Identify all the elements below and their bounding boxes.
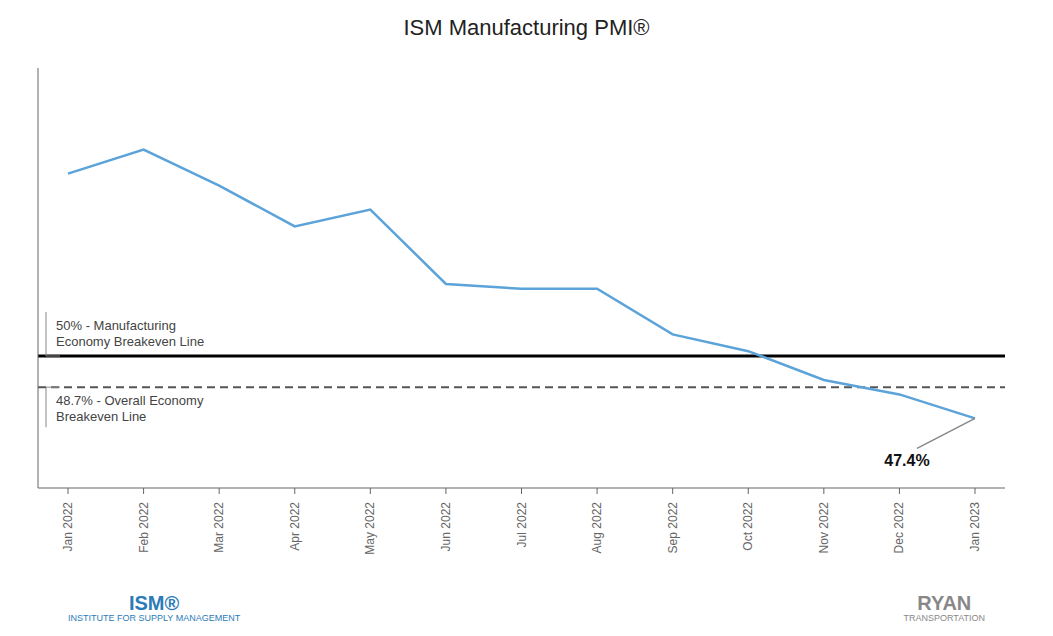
svg-text:May 2022: May 2022	[363, 502, 377, 555]
svg-text:Mar 2022: Mar 2022	[212, 502, 226, 553]
svg-text:50% - Manufacturing: 50% - Manufacturing	[56, 318, 176, 333]
svg-text:Jan 2022: Jan 2022	[61, 502, 75, 552]
svg-text:Feb 2022: Feb 2022	[137, 502, 151, 553]
html-text:ISM Manufacturing PMI®: ISM Manufacturing PMI®	[403, 15, 650, 40]
svg-text:47.4%: 47.4%	[884, 452, 929, 469]
svg-text:Jan 2023: Jan 2023	[968, 502, 982, 552]
svg-text:Economy Breakeven Line: Economy Breakeven Line	[56, 334, 204, 349]
svg-text:Jul 2022: Jul 2022	[515, 502, 529, 548]
html-text:INSTITUTE FOR SUPPLY MANAGEMEN: INSTITUTE FOR SUPPLY MANAGEMENT	[68, 613, 241, 624]
svg-text:Breakeven Line: Breakeven Line	[56, 409, 146, 424]
svg-text:Oct 2022: Oct 2022	[741, 502, 755, 551]
html-text:ISM®: ISM®	[128, 592, 180, 615]
html-text:RYAN: RYAN	[917, 592, 972, 615]
svg-text:Nov 2022: Nov 2022	[817, 502, 831, 554]
svg-text:48.7% - Overall Economy: 48.7% - Overall Economy	[56, 393, 204, 408]
svg-text:Apr 2022: Apr 2022	[288, 502, 302, 551]
html-text:TRANSPORTATION: TRANSPORTATION	[903, 613, 985, 624]
svg-text:Jun 2022: Jun 2022	[439, 502, 453, 552]
svg-text:Sep 2022: Sep 2022	[666, 502, 680, 554]
svg-text:Dec 2022: Dec 2022	[892, 502, 906, 554]
svg-text:Aug 2022: Aug 2022	[590, 502, 604, 554]
